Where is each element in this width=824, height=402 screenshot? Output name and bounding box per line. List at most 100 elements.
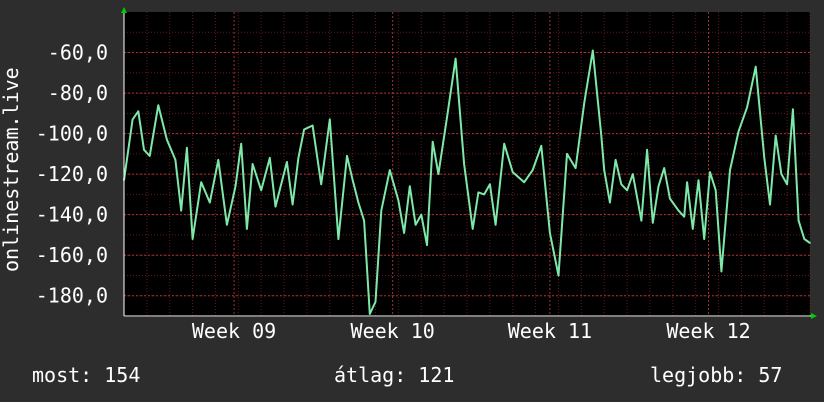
grid-major (124, 12, 810, 316)
data-point (769, 203, 771, 206)
data-point (131, 118, 134, 121)
x-tick-label: Week 11 (508, 319, 592, 343)
data-point (737, 130, 740, 133)
stat-best: legjobb: 57 (650, 363, 783, 387)
data-point (274, 205, 277, 208)
data-point (420, 213, 423, 216)
data-point (414, 224, 417, 226)
data-point (426, 244, 428, 246)
data-point (763, 157, 766, 159)
data-point (703, 238, 706, 240)
data-point (566, 153, 568, 155)
x-tick-label: Week 10 (351, 319, 435, 343)
data-point (729, 169, 731, 171)
data-point (557, 274, 560, 277)
stat-current: most: 154 (32, 363, 141, 387)
data-point (180, 209, 182, 212)
x-tick-label: Week 12 (666, 319, 750, 343)
data-point (157, 104, 160, 107)
series-points (123, 49, 811, 315)
data-point (137, 110, 140, 113)
y-tick-label: -180,0 (36, 284, 108, 308)
data-point (200, 181, 202, 184)
data-point (631, 173, 634, 175)
data-point (268, 157, 271, 159)
data-point (191, 238, 194, 240)
data-point (640, 219, 643, 222)
data-point (803, 238, 806, 240)
data-point (609, 201, 611, 204)
data-point (754, 65, 757, 68)
data-point (174, 159, 177, 161)
data-point (774, 134, 777, 137)
y-tick-label: -140,0 (36, 203, 108, 227)
data-point (380, 209, 383, 212)
data-point (503, 142, 505, 145)
data-point (446, 116, 448, 119)
data-point (657, 185, 660, 188)
data-point (234, 185, 237, 188)
data-point (389, 169, 391, 171)
data-point (583, 102, 585, 104)
y-tick-label: -160,0 (36, 243, 108, 267)
data-point (646, 149, 648, 151)
data-point (346, 155, 348, 157)
data-point (709, 171, 711, 173)
data-point (494, 224, 497, 226)
data-point (260, 189, 263, 192)
data-point (286, 161, 288, 163)
y-axis-label: onlinestream.live (0, 67, 23, 272)
data-point (780, 173, 783, 175)
data-point (351, 179, 354, 182)
data-point (686, 181, 688, 184)
data-point (357, 201, 360, 204)
data-point (620, 183, 623, 186)
y-tick-labels: -60,0 -80,0 -100,0 -120,0 -140,0 -160,0 -180,0 (36, 41, 108, 308)
data-point (677, 209, 680, 212)
data-point (797, 219, 800, 222)
data-point (329, 118, 331, 121)
data-point (186, 146, 188, 149)
data-point (397, 199, 400, 202)
data-point (251, 163, 254, 165)
data-point (437, 173, 440, 175)
data-point (614, 159, 617, 161)
data-point (303, 128, 305, 131)
y-tick-label: -80,0 (48, 81, 108, 105)
data-point (337, 238, 340, 240)
y-axis-arrow-icon (121, 7, 127, 13)
data-point (683, 215, 686, 218)
y-tick-label: -60,0 (48, 41, 108, 65)
data-point (697, 179, 700, 182)
data-point (720, 270, 723, 273)
x-tick-labels: Week 09 Week 10 Week 11 Week 12 (192, 319, 751, 343)
data-point (663, 167, 666, 169)
data-point (463, 163, 465, 165)
data-point (454, 57, 457, 60)
data-point (403, 232, 405, 234)
stat-average: átlag: 121 (334, 363, 455, 387)
y-tick-label: -100,0 (36, 122, 108, 146)
x-axis-arrow-icon (811, 313, 817, 319)
data-point (226, 224, 228, 226)
data-point (746, 106, 748, 109)
data-point (363, 219, 365, 222)
data-point (409, 185, 411, 188)
data-point (531, 169, 534, 171)
data-point (600, 134, 603, 137)
data-point (431, 140, 434, 143)
data-point (246, 228, 248, 230)
data-point (240, 142, 242, 145)
data-point (208, 201, 211, 204)
data-point (320, 183, 323, 186)
data-point (291, 203, 294, 206)
data-point (217, 159, 220, 161)
data-point (540, 144, 543, 147)
data-point (143, 149, 145, 151)
data-point (280, 183, 283, 186)
data-point (511, 171, 514, 173)
grid-minor (123, 12, 811, 316)
data-point (669, 197, 671, 200)
data-point (603, 169, 605, 171)
data-point (369, 313, 371, 315)
